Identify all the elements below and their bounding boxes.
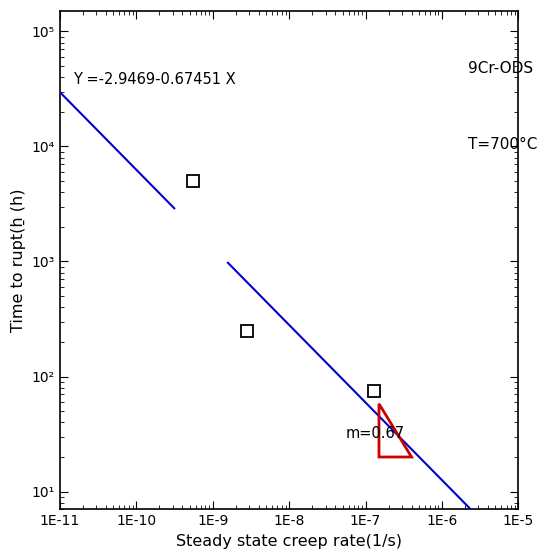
Text: T=700°C: T=700°C <box>468 137 538 152</box>
Y-axis label: Time to rupt(ẖ (h): Time to rupt(ẖ (h) <box>11 189 26 332</box>
Text: Y =-2.9469-0.67451 X: Y =-2.9469-0.67451 X <box>73 72 236 87</box>
X-axis label: Steady state creep rate(1/s): Steady state creep rate(1/s) <box>176 534 402 549</box>
Text: m=0.67: m=0.67 <box>346 426 405 441</box>
Text: 9Cr-ODS: 9Cr-ODS <box>468 61 533 76</box>
